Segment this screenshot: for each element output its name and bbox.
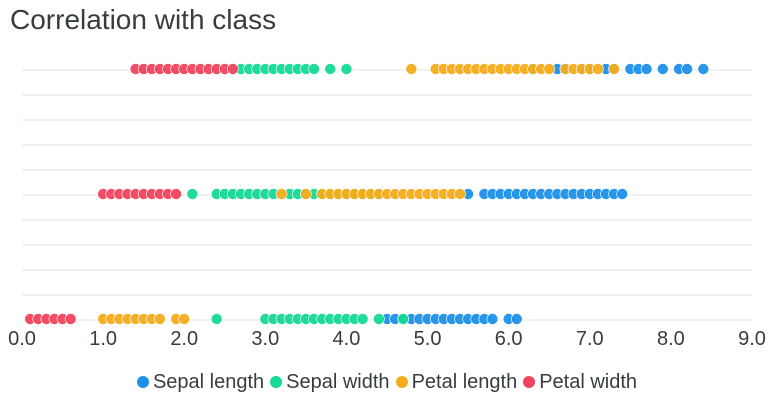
legend-label: Petal width [539,370,638,393]
data-point-sepal-width[interactable] [186,188,199,200]
legend-marker-icon [395,376,408,388]
legend-label: Sepal width [286,370,390,393]
data-point-petal-length[interactable] [454,188,466,200]
data-point-petal-length[interactable] [178,313,191,325]
x-tick-label: 7.0 [576,328,604,350]
data-point-petal-width[interactable] [227,63,239,75]
data-point-sepal-width[interactable] [340,63,353,75]
data-point-petal-length[interactable] [405,63,418,75]
data-point-petal-width[interactable] [64,313,77,325]
data-point-sepal-width[interactable] [373,313,385,325]
data-point-sepal-width[interactable] [308,63,320,75]
data-point-sepal-length[interactable] [640,63,653,75]
x-tick-label: 5.0 [414,328,442,350]
data-point-sepal-length[interactable] [656,63,669,75]
legend: Sepal length Sepal width Petal length Petal… [0,368,780,396]
data-point-petal-width[interactable] [170,188,182,200]
data-point-petal-length[interactable] [154,313,166,325]
data-point-sepal-length[interactable] [697,63,710,75]
data-point-sepal-width[interactable] [324,63,337,75]
legend-marker-icon [270,376,283,388]
x-tick-label: 1.0 [89,328,117,350]
x-axis-ticks: 0.0 1.0 2.0 3.0 4.0 5.0 6.0 7.0 8.0 9.0 [8,328,766,350]
data-point-sepal-length[interactable] [510,313,523,325]
data-point-petal-length[interactable] [275,188,288,200]
chart-title: Correlation with class [10,4,277,35]
x-tick-label: 0.0 [8,328,36,350]
legend-marker-icon [136,376,149,388]
x-tick-label: 9.0 [738,328,766,350]
data-point-petal-length[interactable] [543,63,556,75]
x-tick-label: 2.0 [170,328,198,350]
x-tick-label: 8.0 [657,328,685,350]
data-points [24,63,710,325]
legend-item-sepal-length[interactable]: Sepal length [136,370,265,394]
data-point-petal-length[interactable] [300,188,312,200]
legend-item-petal-length[interactable]: Petal length [395,370,518,394]
x-tick-label: 3.0 [251,328,279,350]
data-point-sepal-width[interactable] [397,313,410,325]
legend-label: Petal length [411,370,518,393]
data-point-petal-length[interactable] [608,63,620,75]
legend-label: Sepal length [152,370,265,393]
data-point-sepal-width[interactable] [356,313,369,325]
data-point-sepal-width[interactable] [210,313,223,325]
data-point-petal-length[interactable] [592,63,604,75]
legend-item-petal-width[interactable]: Petal width [523,371,637,394]
data-point-sepal-length[interactable] [486,313,499,325]
x-tick-label: 6.0 [495,328,523,350]
legend-marker-icon [523,376,536,388]
x-tick-label: 4.0 [333,328,361,350]
data-point-sepal-length[interactable] [616,188,629,200]
data-point-sepal-length[interactable] [681,63,693,75]
legend-item-sepal-width[interactable]: Sepal width [270,370,390,394]
